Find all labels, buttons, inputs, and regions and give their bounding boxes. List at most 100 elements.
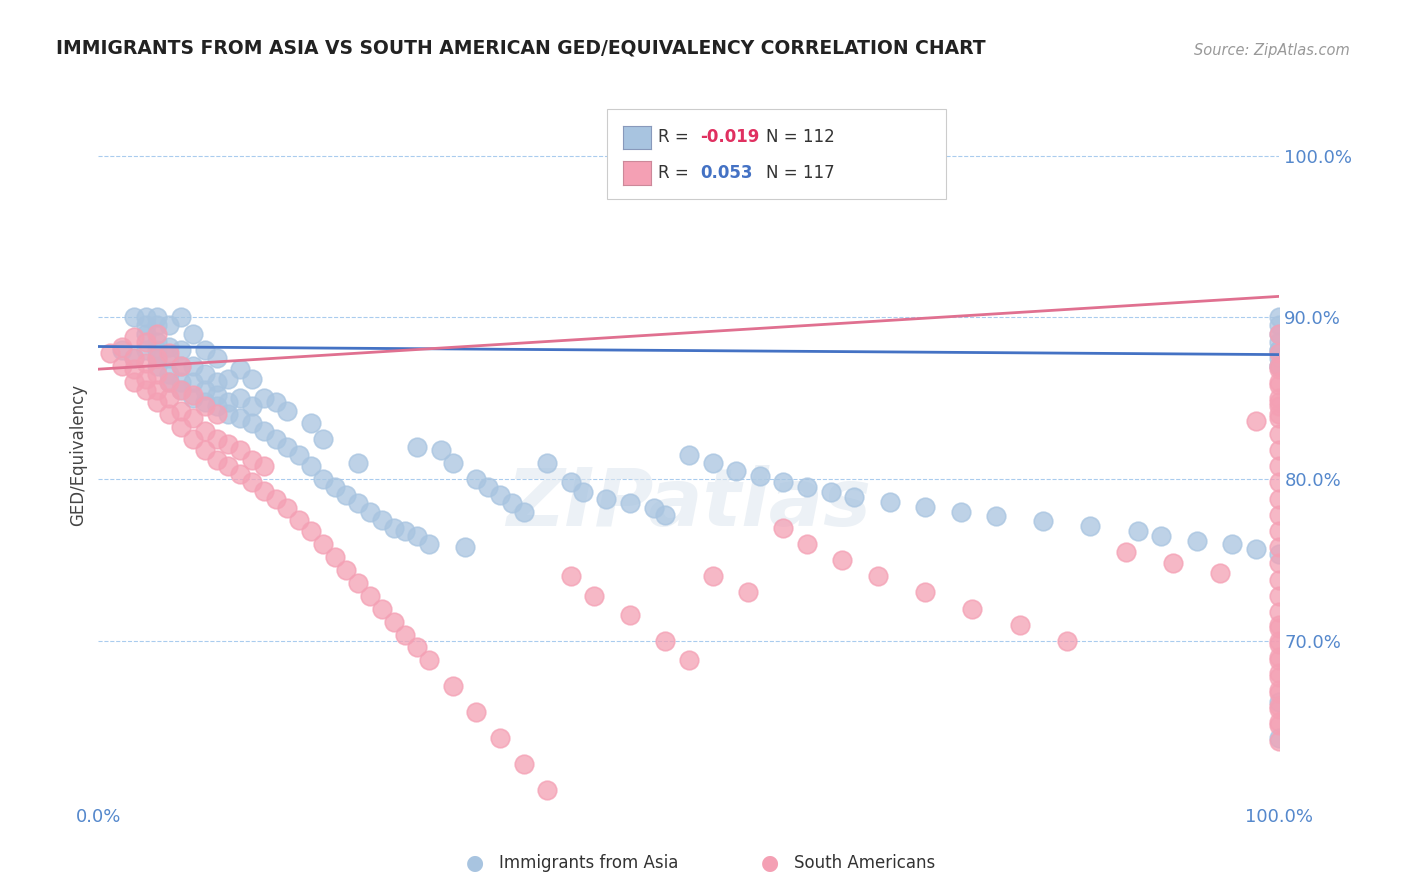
Point — [194, 367, 217, 381]
Point — [264, 491, 287, 506]
Point — [347, 496, 370, 510]
Point — [229, 392, 252, 406]
Point — [1268, 670, 1291, 684]
Point — [984, 509, 1007, 524]
Point — [406, 529, 429, 543]
Point — [1209, 566, 1232, 580]
Point — [146, 394, 169, 409]
Text: ●: ● — [467, 854, 484, 873]
Point — [1220, 537, 1243, 551]
Point — [536, 456, 558, 470]
Point — [1268, 718, 1291, 732]
Point — [111, 339, 134, 353]
Point — [1268, 375, 1291, 389]
Point — [253, 392, 276, 406]
Point — [122, 351, 145, 365]
Point — [312, 472, 335, 486]
Point — [146, 326, 169, 341]
Point — [1032, 514, 1054, 528]
Point — [1268, 359, 1291, 373]
Point — [1268, 362, 1291, 376]
Point — [170, 404, 193, 418]
Point — [146, 351, 169, 365]
Point — [1268, 524, 1291, 538]
Point — [347, 575, 370, 590]
Point — [560, 569, 582, 583]
Point — [299, 459, 322, 474]
Point — [288, 448, 311, 462]
Point — [654, 634, 676, 648]
Point — [194, 400, 217, 414]
Point — [253, 424, 276, 438]
Point — [571, 485, 593, 500]
Point — [583, 589, 606, 603]
Point — [1268, 359, 1291, 373]
Text: Source: ZipAtlas.com: Source: ZipAtlas.com — [1194, 43, 1350, 58]
Point — [1056, 634, 1078, 648]
Point — [1268, 326, 1291, 341]
Point — [1161, 557, 1184, 571]
Point — [217, 459, 239, 474]
Point — [1268, 605, 1291, 619]
Point — [371, 601, 394, 615]
Point — [181, 359, 204, 373]
Point — [406, 640, 429, 655]
Point — [194, 383, 217, 397]
Point — [170, 375, 193, 389]
Point — [181, 326, 204, 341]
Point — [619, 496, 641, 510]
Point — [157, 392, 180, 406]
Point — [170, 359, 193, 373]
Point — [1115, 545, 1137, 559]
Point — [1268, 557, 1291, 571]
Point — [135, 318, 157, 333]
Point — [477, 480, 499, 494]
Point — [240, 372, 263, 386]
Text: Immigrants from Asia: Immigrants from Asia — [499, 855, 679, 872]
Point — [489, 488, 512, 502]
Point — [654, 508, 676, 522]
Point — [1268, 634, 1291, 648]
Point — [748, 469, 770, 483]
Point — [276, 404, 298, 418]
Point — [312, 432, 335, 446]
Point — [501, 496, 523, 510]
Point — [217, 372, 239, 386]
Point — [181, 392, 204, 406]
Point — [359, 589, 381, 603]
Point — [170, 383, 193, 397]
Point — [253, 459, 276, 474]
Point — [323, 480, 346, 494]
Point — [1268, 392, 1291, 406]
Text: 0.053: 0.053 — [700, 164, 752, 182]
Point — [111, 343, 134, 357]
Point — [217, 394, 239, 409]
Point — [323, 549, 346, 564]
Point — [264, 432, 287, 446]
Point — [135, 356, 157, 370]
Point — [1268, 394, 1291, 409]
Point — [194, 443, 217, 458]
Point — [194, 424, 217, 438]
Point — [135, 372, 157, 386]
Point — [146, 310, 169, 325]
Point — [512, 504, 534, 518]
Text: R =: R = — [658, 164, 695, 182]
Point — [1268, 310, 1291, 325]
Point — [205, 400, 228, 414]
Point — [170, 343, 193, 357]
Point — [796, 537, 818, 551]
Point — [1080, 519, 1102, 533]
Point — [299, 524, 322, 538]
Point — [1268, 617, 1291, 632]
Point — [146, 351, 169, 365]
Point — [229, 443, 252, 458]
Point — [146, 318, 169, 333]
Point — [205, 432, 228, 446]
Point — [205, 408, 228, 422]
Point — [111, 359, 134, 373]
Point — [1268, 443, 1291, 458]
Point — [1268, 653, 1291, 667]
Text: N = 112: N = 112 — [766, 128, 835, 146]
Point — [264, 394, 287, 409]
